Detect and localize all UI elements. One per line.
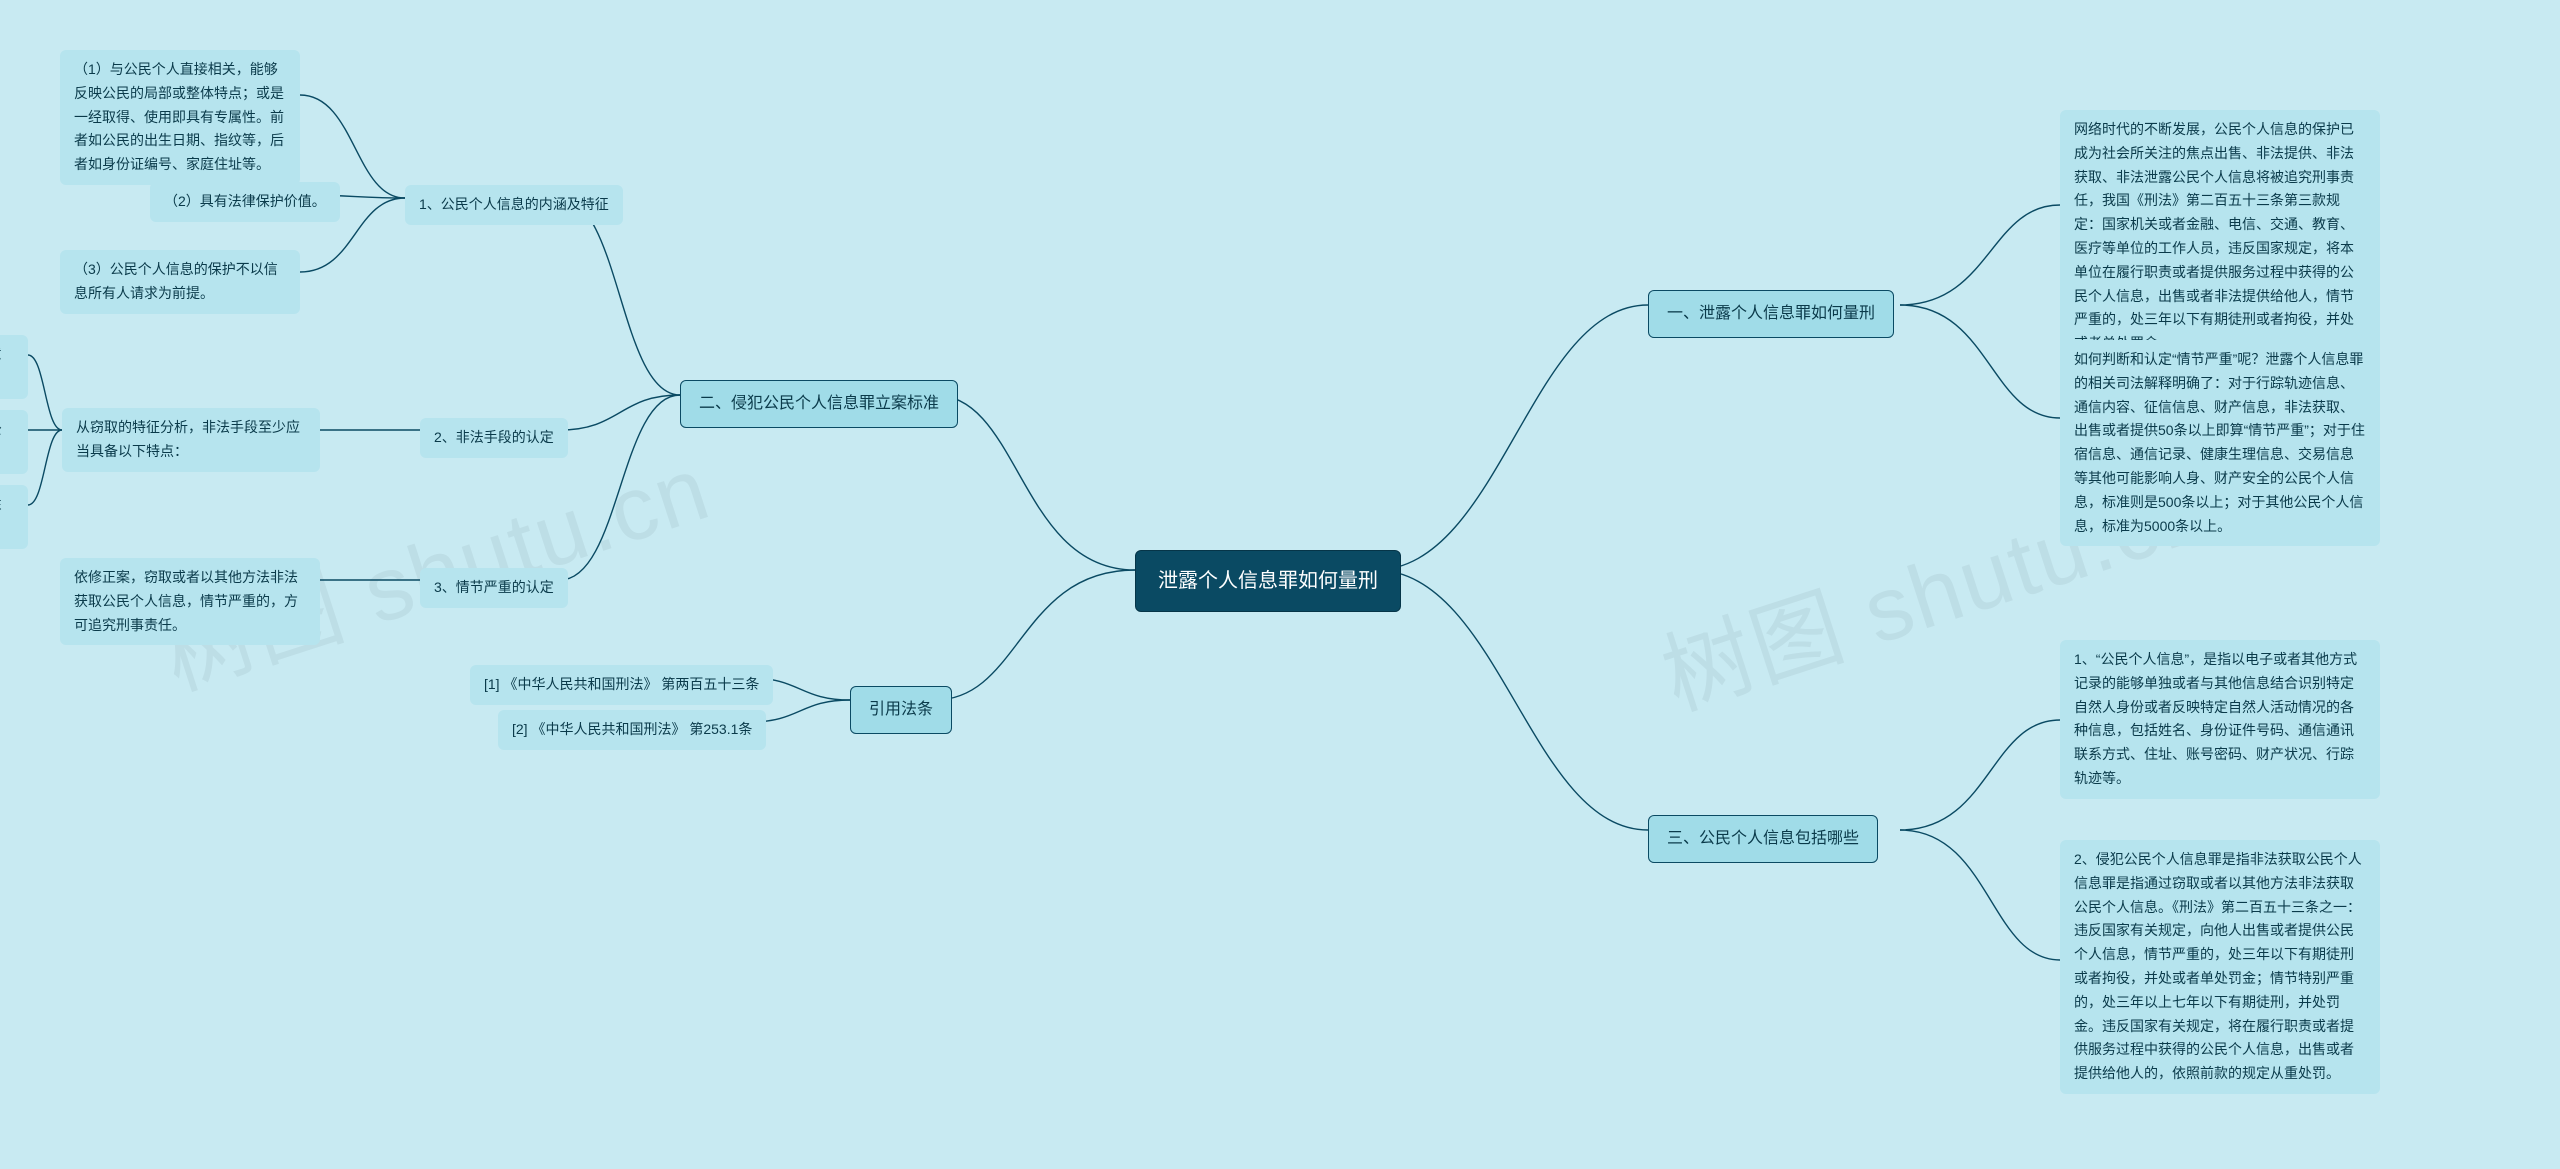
section-1-b: 如何判断和认定“情节严重”呢？泄露个人信息罪的相关司法解释明确了：对于行踪轨迹信… [2060, 340, 2380, 546]
section-3-a: 1、“公民个人信息”，是指以电子或者其他方式记录的能够单独或者与其他信息结合识别… [2060, 640, 2380, 799]
section-2-sub1-a: （1）与公民个人直接相关，能够反映公民的局部或整体特点；或是一经取得、使用即具有… [60, 50, 300, 185]
root-node: 泄露个人信息罪如何量刑 [1135, 550, 1401, 612]
refs-b: [2] 《中华人民共和国刑法》 第253.1条 [498, 710, 766, 750]
section-2-sub2-intro: 从窃取的特征分析，非法手段至少应当具备以下特点： [62, 408, 320, 472]
section-2-title: 二、侵犯公民个人信息罪立案标准 [680, 380, 958, 428]
section-1-title: 一、泄露个人信息罪如何量刑 [1648, 290, 1894, 338]
refs-a: [1] 《中华人民共和国刑法》 第两百五十三条 [470, 665, 773, 705]
section-2-sub2-c: （3）是信息获取的手段违反了法律禁止性规定或社会公序良俗。 [0, 485, 28, 549]
section-3-b: 2、侵犯公民个人信息罪是指非法获取公民个人信息罪是指通过窃取或者以其他方法非法获… [2060, 840, 2380, 1094]
section-2-sub2-a: （1）是违背了信息所有人的意愿或真实意思表示； [0, 335, 28, 399]
section-1-a: 网络时代的不断发展，公民个人信息的保护已成为社会所关注的焦点出售、非法提供、非法… [2060, 110, 2380, 364]
section-2-sub1-b: （2）具有法律保护价值。 [150, 182, 340, 222]
section-2-sub2-title: 2、非法手段的认定 [420, 418, 568, 458]
section-3-title: 三、公民个人信息包括哪些 [1648, 815, 1878, 863]
section-2-sub2-b: （2）是信息获取者无权了解、接触相关公民个人信息； [0, 410, 28, 474]
refs-title: 引用法条 [850, 686, 952, 734]
section-2-sub3-title: 3、情节严重的认定 [420, 568, 568, 608]
section-2-sub1-title: 1、公民个人信息的内涵及特征 [405, 185, 623, 225]
section-2-sub3-a: 依修正案，窃取或者以其他方法非法获取公民个人信息，情节严重的，方可追究刑事责任。 [60, 558, 320, 645]
section-2-sub1-c: （3）公民个人信息的保护不以信息所有人请求为前提。 [60, 250, 300, 314]
